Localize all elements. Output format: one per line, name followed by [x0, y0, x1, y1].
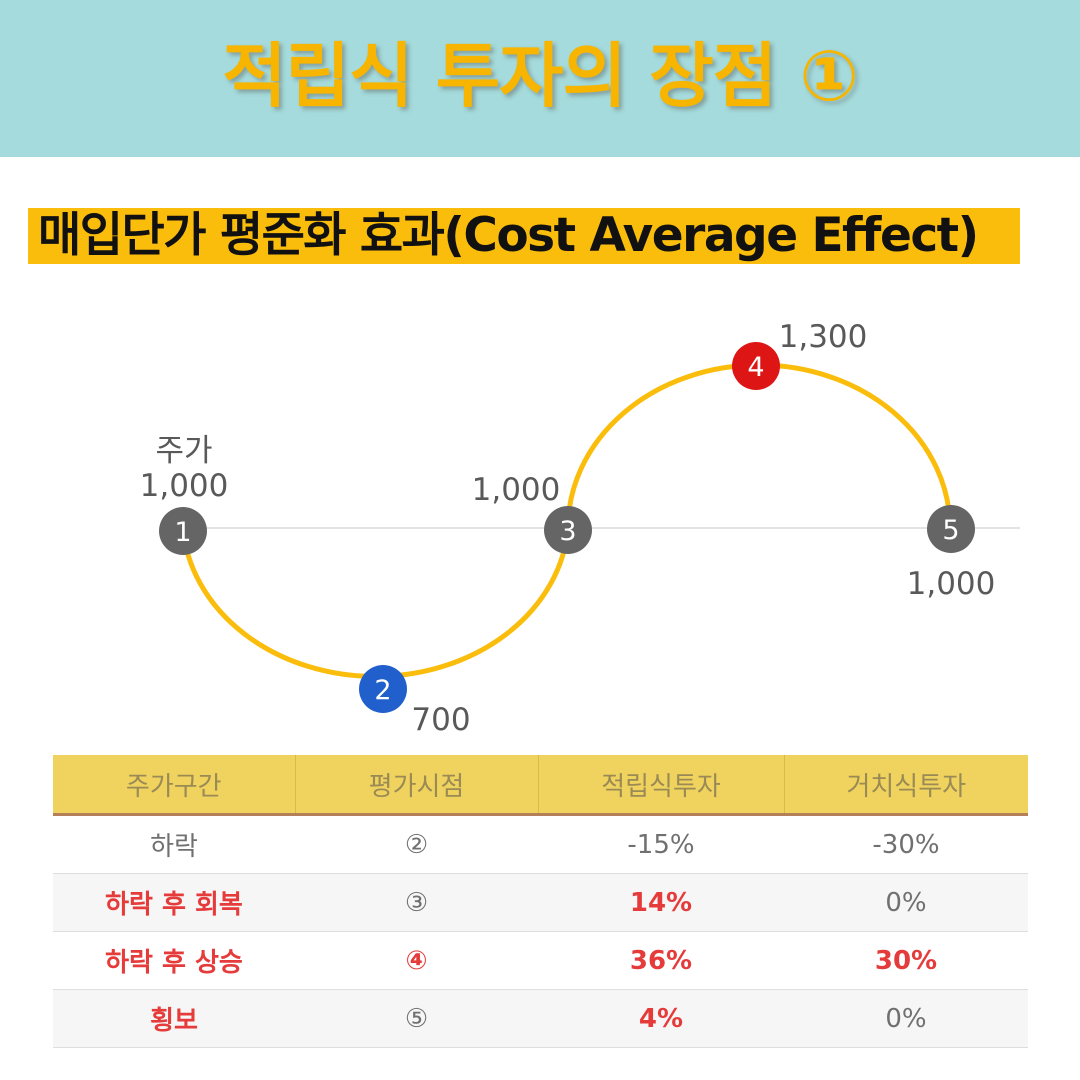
cell-evaluation-point: ③ — [295, 873, 538, 932]
value-label-1: 1,000 — [140, 468, 229, 504]
header-installment-investment: 적립식투자 — [538, 755, 785, 816]
subtitle: 매입단가 평준화 효과(Cost Average Effect) — [38, 208, 979, 263]
header-price-range: 주가구간 — [53, 755, 296, 816]
page-title: 적립식 투자의 장점 ① — [222, 35, 859, 117]
value-label-5: 1,000 — [907, 566, 996, 602]
subtitle-highlight: 매입단가 평준화 효과(Cost Average Effect) — [28, 208, 1020, 264]
marker-4: 4 — [732, 342, 780, 390]
cell-price-range: 하락 후 회복 — [53, 873, 295, 932]
marker-3: 3 — [544, 506, 592, 554]
header-lump-sum-investment: 거치식투자 — [784, 755, 1028, 816]
cell-evaluation-point: ⑤ — [295, 989, 538, 1048]
cell-installment-return: -15% — [538, 814, 784, 874]
cell-installment-return: 14% — [538, 873, 784, 932]
value-label-4: 1,300 — [779, 319, 868, 355]
cell-lump-sum-return: 0% — [784, 989, 1028, 1048]
price-label: 주가 — [155, 433, 212, 469]
table-row: 하락 ② -15% -30% — [53, 814, 1028, 874]
price-curve-diagram: 주가 1,000 700 1,000 1,300 1,000 1 2 3 4 5 — [140, 319, 1020, 738]
cell-price-range: 하락 후 상승 — [53, 931, 295, 990]
cell-installment-return: 4% — [538, 989, 784, 1048]
table-row: 횡보 ⑤ 4% 0% — [53, 989, 1028, 1048]
table-header-row: 주가구간 평가시점 적립식투자 거치식투자 — [53, 755, 1028, 816]
marker-5: 5 — [927, 505, 975, 553]
comparison-table: 주가구간 평가시점 적립식투자 거치식투자 하락 ② -15% -30% 하락 … — [53, 755, 1028, 1048]
cell-installment-return: 36% — [538, 931, 784, 990]
marker-1: 1 — [159, 507, 207, 555]
marker-2: 2 — [359, 665, 407, 713]
header-banner: 적립식 투자의 장점 ① — [0, 0, 1080, 157]
cell-lump-sum-return: 0% — [784, 873, 1028, 932]
marker-2-number: 2 — [374, 675, 391, 706]
table-row: 하락 후 회복 ③ 14% 0% — [53, 873, 1028, 932]
header-evaluation-point: 평가시점 — [295, 755, 539, 816]
table-row: 하락 후 상승 ④ 36% 30% — [53, 931, 1028, 990]
marker-1-number: 1 — [174, 517, 191, 548]
cell-lump-sum-return: 30% — [784, 931, 1028, 990]
cell-evaluation-point: ② — [295, 814, 538, 874]
value-label-3: 1,000 — [472, 472, 561, 508]
cell-lump-sum-return: -30% — [784, 814, 1028, 874]
cell-evaluation-point: ④ — [295, 931, 538, 990]
marker-3-number: 3 — [559, 516, 576, 547]
marker-5-number: 5 — [942, 515, 959, 546]
cell-price-range: 하락 — [53, 814, 295, 874]
cell-price-range: 횡보 — [53, 989, 295, 1048]
value-label-2: 700 — [411, 702, 470, 738]
marker-4-number: 4 — [747, 352, 764, 383]
